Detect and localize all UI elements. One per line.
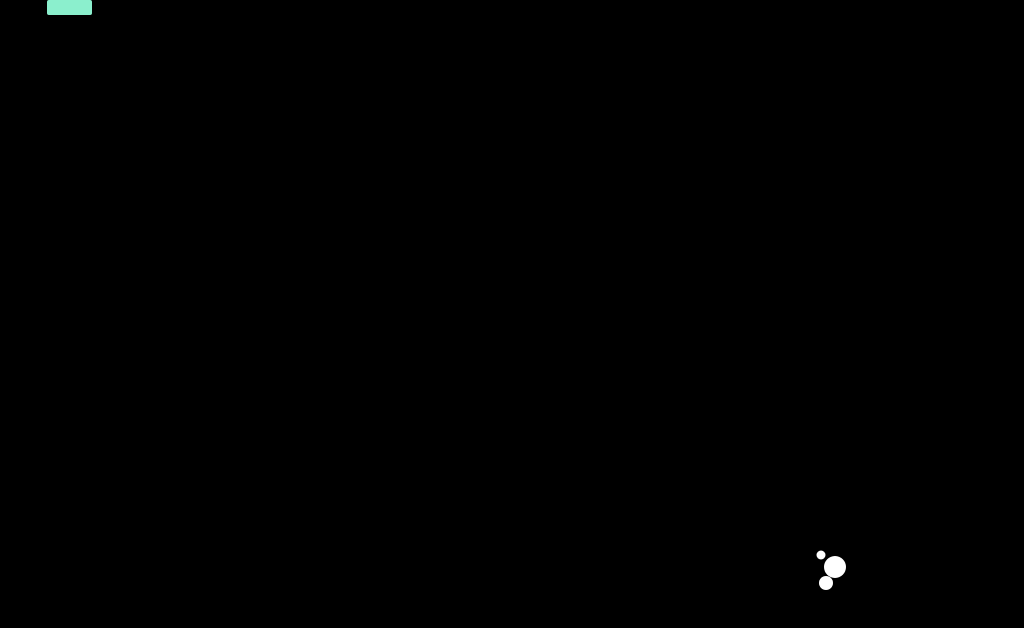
fathomlab-bubbles-icon bbox=[816, 550, 846, 590]
last-price-badge bbox=[47, 0, 92, 15]
brand-lockup bbox=[808, 546, 1008, 602]
